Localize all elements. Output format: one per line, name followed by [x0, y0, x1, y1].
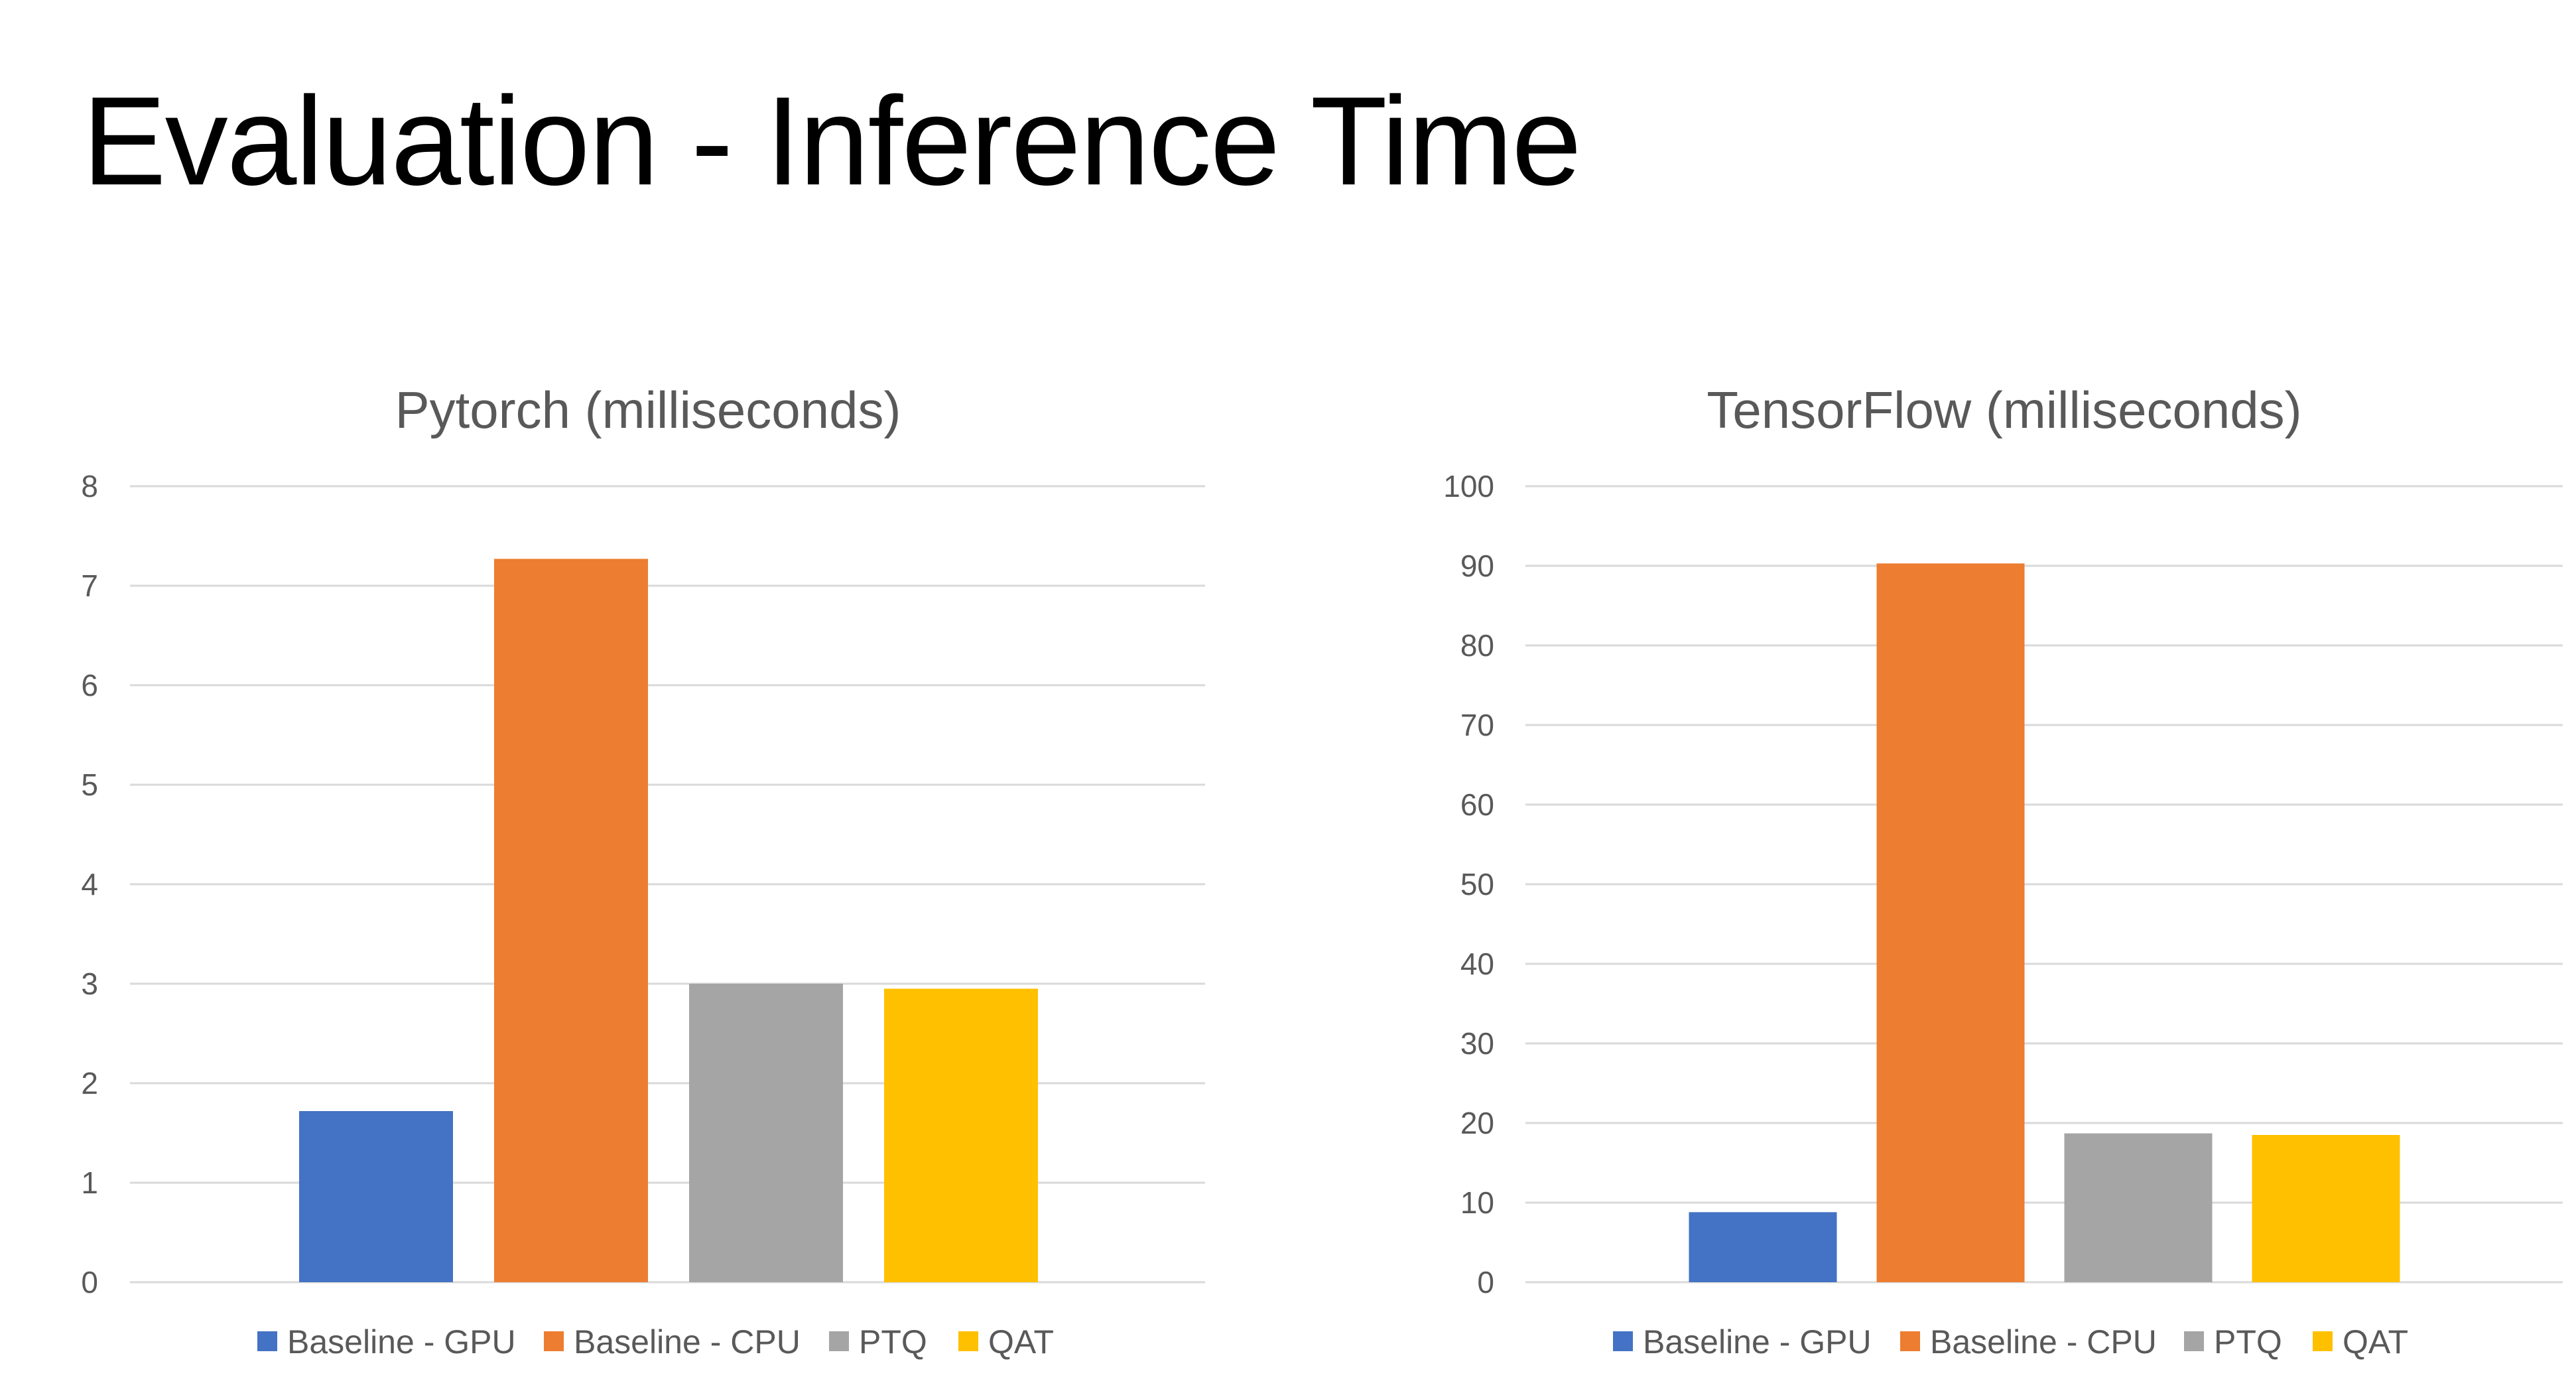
tensorflow-chart: TensorFlow (milliseconds) 0 10 20 30 40 50 60 70…	[1443, 381, 2563, 1360]
pytorch-bar-ptq	[689, 984, 843, 1282]
pytorch-bar-qat	[884, 988, 1038, 1282]
tensorflow-y-tick-label: 60	[1460, 787, 1494, 822]
tensorflow-legend-label-qat: QAT	[2343, 1323, 2408, 1360]
pytorch-legend-label-qat: QAT	[988, 1323, 1054, 1360]
tensorflow-y-tick-label: 80	[1460, 628, 1494, 663]
slide-title: Evaluation - Inference Time	[82, 71, 1582, 212]
tensorflow-legend-label-baseline-cpu: Baseline - CPU	[1930, 1323, 2157, 1360]
pytorch-legend-swatch-baseline-gpu	[257, 1331, 277, 1351]
pytorch-y-tick-label: 2	[81, 1066, 98, 1100]
pytorch-legend-swatch-baseline-cpu	[544, 1331, 564, 1351]
pytorch-chart-title: Pytorch (milliseconds)	[395, 381, 901, 439]
pytorch-y-tick-label: 3	[81, 966, 98, 1001]
pytorch-y-tick-label: 1	[81, 1165, 98, 1200]
pytorch-legend-label-baseline-gpu: Baseline - GPU	[287, 1323, 516, 1360]
tensorflow-y-tick-label: 50	[1460, 867, 1494, 901]
tensorflow-y-tick-label: 90	[1460, 549, 1494, 583]
pytorch-bar-baseline-gpu	[299, 1111, 453, 1282]
pytorch-y-tick-label: 0	[81, 1265, 98, 1299]
pytorch-legend-label-baseline-cpu: Baseline - CPU	[574, 1323, 801, 1360]
pytorch-legend-swatch-qat	[958, 1331, 978, 1351]
tensorflow-legend-swatch-qat	[2313, 1331, 2333, 1351]
tensorflow-y-tick-label: 30	[1460, 1026, 1494, 1061]
tensorflow-bar-qat	[2252, 1135, 2400, 1282]
tensorflow-legend-swatch-baseline-cpu	[1900, 1331, 1920, 1351]
tensorflow-bar-baseline-gpu	[1689, 1212, 1837, 1282]
tensorflow-y-tick-label: 100	[1443, 469, 1494, 503]
tensorflow-y-tick-label: 40	[1460, 947, 1494, 981]
pytorch-y-tick-label: 8	[81, 469, 98, 503]
pytorch-y-tick-label: 5	[81, 767, 98, 802]
tensorflow-legend-swatch-baseline-gpu	[1613, 1331, 1633, 1351]
tensorflow-y-tick-label: 20	[1460, 1106, 1494, 1140]
pytorch-y-tick-label: 7	[81, 568, 98, 603]
tensorflow-legend-swatch-ptq	[2184, 1331, 2204, 1351]
tensorflow-chart-title: TensorFlow (milliseconds)	[1707, 381, 2301, 439]
tensorflow-bar-baseline-cpu	[1876, 563, 2025, 1282]
tensorflow-y-tick-label: 10	[1460, 1185, 1494, 1220]
tensorflow-legend-label-baseline-gpu: Baseline - GPU	[1643, 1323, 1872, 1360]
tensorflow-legend-label-ptq: PTQ	[2214, 1323, 2282, 1360]
pytorch-legend-label-ptq: PTQ	[859, 1323, 927, 1360]
pytorch-y-tick-label: 4	[81, 867, 98, 901]
pytorch-chart: Pytorch (milliseconds) 0 1 2 3 4 5 6 7 8 Baseline …	[81, 381, 1205, 1360]
tensorflow-bar-ptq	[2064, 1133, 2213, 1282]
tensorflow-y-tick-label: 0	[1477, 1265, 1494, 1299]
pytorch-legend-swatch-ptq	[829, 1331, 849, 1351]
pytorch-bar-baseline-cpu	[494, 559, 648, 1282]
tensorflow-y-tick-label: 70	[1460, 708, 1494, 742]
pytorch-y-tick-label: 6	[81, 668, 98, 702]
